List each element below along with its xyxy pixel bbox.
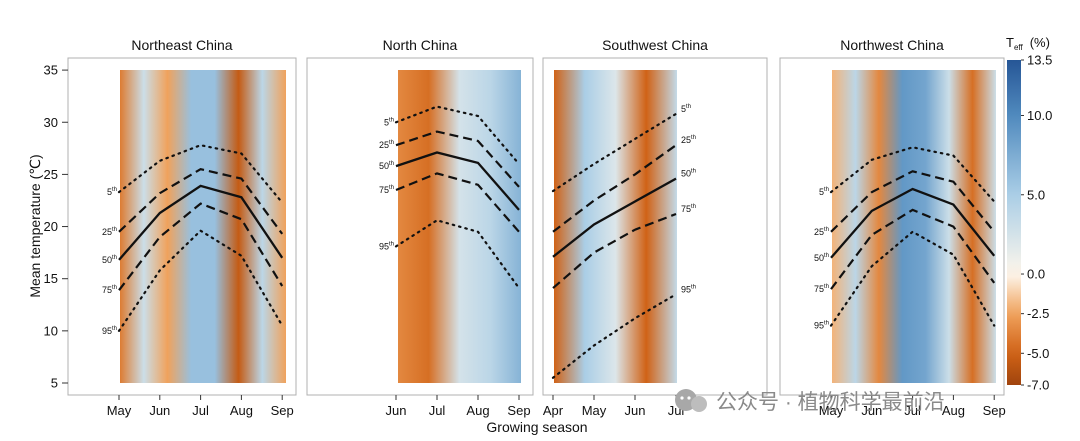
series-line-p50 bbox=[395, 151, 520, 211]
percentile-label: 95th bbox=[379, 241, 394, 251]
x-tick-label: Jul bbox=[904, 403, 921, 418]
panel-frame bbox=[306, 57, 534, 396]
percentile-label: 75th bbox=[102, 285, 117, 295]
percentile-label: 75th bbox=[814, 284, 829, 294]
x-tick-label: May bbox=[582, 403, 607, 418]
y-tick-label: 20 bbox=[44, 219, 58, 234]
x-tick-label: Jun bbox=[861, 403, 882, 418]
colorbar-tick-label: -2.5 bbox=[1027, 306, 1049, 321]
percentile-label: 75th bbox=[379, 185, 394, 195]
axes-layer: Mean temperature (℃) Growing season 5 10 1… bbox=[27, 63, 588, 435]
percentile-label: 50th bbox=[814, 253, 829, 263]
x-tick-label: Jun bbox=[386, 403, 407, 418]
x-tick-label: Sep bbox=[983, 403, 1006, 418]
series-line-p5 bbox=[117, 144, 284, 204]
panel-title: Northeast China bbox=[131, 37, 232, 53]
panel-frame bbox=[542, 57, 768, 396]
watermark-logo bbox=[675, 389, 707, 412]
colorbar-title-main: T bbox=[1006, 35, 1014, 50]
x-tick-label: Jun bbox=[625, 403, 646, 418]
series-line-p25 bbox=[395, 130, 520, 188]
colorbar-title-sub: eff bbox=[1014, 43, 1024, 52]
watermark: 公众号 · 植物科学最前沿 bbox=[716, 391, 945, 414]
y-tick-label: 35 bbox=[44, 63, 58, 78]
colorbar-tick-label: -5.0 bbox=[1027, 346, 1049, 361]
x-axis-title: Growing season bbox=[486, 419, 587, 435]
colorbar-title-unit: (%) bbox=[1030, 35, 1050, 50]
panel-title: North China bbox=[383, 37, 458, 53]
percentile-label: 50th bbox=[379, 161, 394, 171]
x-tick-label: Jun bbox=[149, 403, 170, 418]
percentile-label: 50th bbox=[102, 255, 117, 265]
y-axis: 5 10 15 20 25 30 35 bbox=[44, 63, 68, 391]
colorbar-tick-label: 13.5 bbox=[1027, 53, 1052, 68]
percentile-label: 95th bbox=[102, 326, 117, 336]
x-tick-label: May bbox=[107, 403, 132, 418]
colorbar-tick-label: -7.0 bbox=[1027, 378, 1049, 393]
series-line-p95 bbox=[394, 219, 521, 290]
y-tick-label: 15 bbox=[44, 271, 58, 286]
x-tick-label: May bbox=[819, 403, 844, 418]
colorbar-tick-label: 5.0 bbox=[1027, 187, 1045, 202]
panel-frame bbox=[779, 57, 1005, 396]
panels-layer: Northeast China May Jun Jul Aug Sep 5th 25th 50t… bbox=[67, 37, 1006, 418]
series-line-p75 bbox=[395, 172, 520, 233]
x-tick-label: Sep bbox=[271, 403, 294, 418]
series-line-p75 bbox=[118, 202, 284, 291]
panel-northeast-china: Northeast China May Jun Jul Aug Sep 5th 25th 50t… bbox=[67, 37, 297, 418]
x-tick-label: Jul bbox=[429, 403, 446, 418]
x-tick-label: Aug bbox=[466, 403, 489, 418]
y-tick-label: 10 bbox=[44, 323, 58, 338]
percentile-label: 25th bbox=[681, 135, 696, 145]
colorbar-title: Teff (%) bbox=[1006, 35, 1050, 52]
colorbar-tick-label: 10.0 bbox=[1027, 108, 1052, 123]
series-line-p95 bbox=[829, 230, 996, 327]
panel-north-china: North China Jun Jul Aug Sep 5th 25th 50th 75th 95… bbox=[306, 37, 534, 418]
y-axis-title: Mean temperature (℃) bbox=[27, 154, 43, 297]
panel-northwest-china: Northwest China May Jun Jul Aug Sep 5th 25th 50t… bbox=[779, 37, 1006, 418]
colorbar: Teff (%) 13.5 10.0 5.0 0.0 -2.5 -5.0 -7.0 bbox=[1006, 35, 1052, 393]
x-tick-label: Jul bbox=[192, 403, 209, 418]
percentile-label: 25th bbox=[814, 227, 829, 237]
percentile-label: 95th bbox=[814, 321, 829, 331]
heatmap-field bbox=[554, 70, 677, 383]
panel-title: Southwest China bbox=[602, 37, 708, 53]
colorbar-ramp bbox=[1007, 60, 1021, 385]
series-line-p50 bbox=[830, 187, 996, 259]
series-line-p75 bbox=[830, 208, 996, 290]
percentile-label: 5th bbox=[384, 117, 394, 127]
x-tick-label: Aug bbox=[230, 403, 253, 418]
percentile-label: 5th bbox=[681, 104, 691, 114]
colorbar-tick-label: 0.0 bbox=[1027, 267, 1045, 282]
percentile-label: 75th bbox=[681, 204, 696, 214]
series-line-p5 bbox=[394, 105, 521, 166]
panel-title: Northwest China bbox=[840, 37, 944, 53]
series-line-p50 bbox=[118, 184, 284, 261]
series-line-p25 bbox=[830, 170, 996, 233]
percentile-label: 5th bbox=[819, 187, 829, 197]
percentile-label: 50th bbox=[681, 169, 696, 179]
percentile-label: 5th bbox=[107, 187, 117, 197]
y-tick-label: 5 bbox=[51, 376, 58, 391]
series-line-p5 bbox=[551, 112, 678, 193]
series-line-p5 bbox=[829, 146, 996, 203]
y-tick-label: 25 bbox=[44, 167, 58, 182]
series-line-p50 bbox=[552, 177, 677, 258]
percentile-label: 25th bbox=[379, 140, 394, 150]
y-tick-label: 30 bbox=[44, 115, 58, 130]
x-tick-label: Sep bbox=[507, 403, 530, 418]
percentile-label: 25th bbox=[102, 227, 117, 237]
x-tick-label: Aug bbox=[942, 403, 965, 418]
series-line-p95 bbox=[551, 293, 678, 379]
percentile-label: 95th bbox=[681, 284, 696, 294]
series-line-p95 bbox=[117, 229, 284, 332]
series-line-p25 bbox=[552, 144, 677, 233]
series-line-p75 bbox=[552, 212, 677, 289]
series-line-p25 bbox=[118, 168, 284, 235]
x-tick-label: Apr bbox=[543, 403, 564, 418]
